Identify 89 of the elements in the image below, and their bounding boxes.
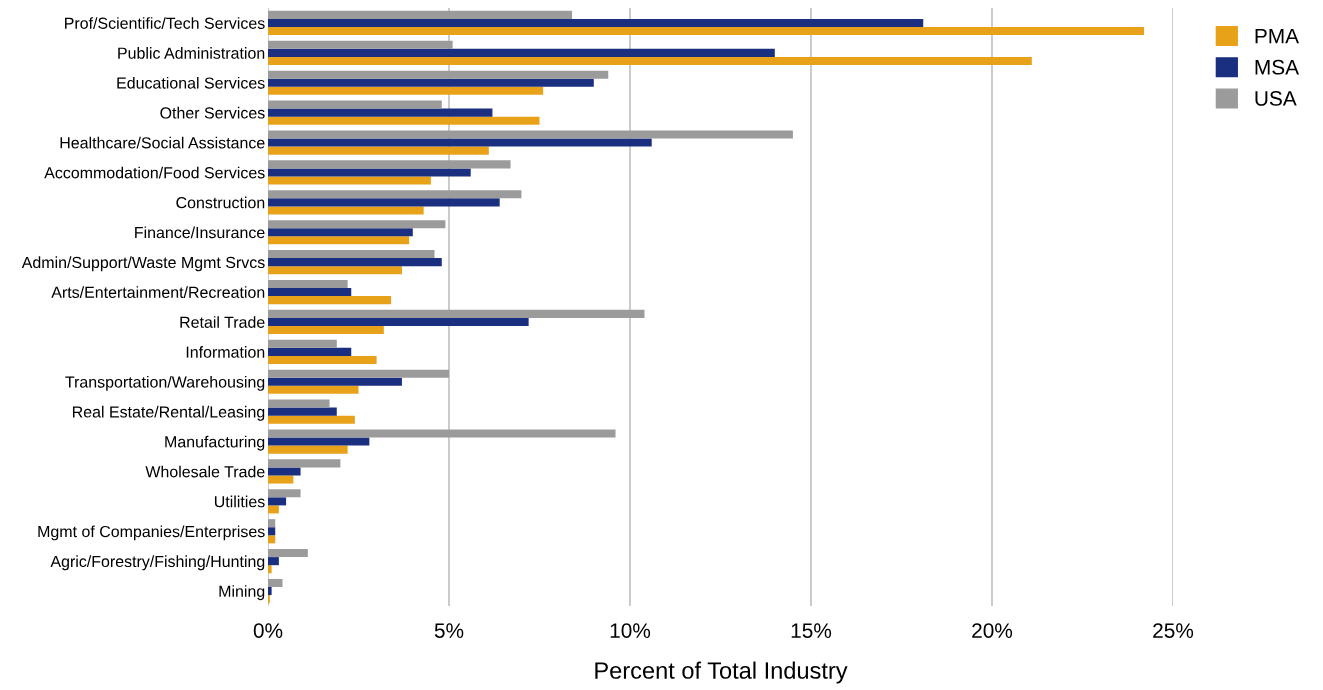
bar xyxy=(268,18,924,27)
x-tick-label: 5% xyxy=(434,623,464,638)
bar xyxy=(268,549,308,558)
legend-label: PMA xyxy=(1255,28,1300,44)
x-tick-label: 15% xyxy=(791,623,832,638)
bar xyxy=(268,26,1145,36)
bar xyxy=(268,40,453,49)
bar xyxy=(268,355,377,364)
x-tick-label: 10% xyxy=(610,623,651,638)
bar xyxy=(268,116,540,125)
y-tick-label: Healthcare/Social Assistance xyxy=(60,136,265,149)
x-axis-title: Percent of Total Industry xyxy=(595,661,848,684)
y-tick-label: Real Estate/Rental/Leasing xyxy=(72,405,265,421)
legend-label: MSA xyxy=(1255,59,1300,75)
bar xyxy=(268,309,645,318)
bar xyxy=(268,317,529,326)
y-tick-label: Other Services xyxy=(160,106,265,119)
bar xyxy=(268,56,1032,65)
bar xyxy=(268,100,442,109)
bar xyxy=(268,347,352,356)
bar xyxy=(268,459,341,468)
bar xyxy=(268,190,522,199)
y-tick-label: Admin/Support/Waste Mgmt Srvcs xyxy=(21,256,265,272)
y-tick-label: Mgmt of Companies/Enterprises xyxy=(38,525,265,541)
bar xyxy=(268,198,500,207)
y-tick-label: Educational Services xyxy=(117,76,265,89)
bar xyxy=(268,385,359,394)
bar xyxy=(268,70,609,79)
bar xyxy=(268,176,431,185)
bar xyxy=(268,228,413,237)
y-tick-label: Information xyxy=(186,346,265,358)
y-tick-label: Utilities xyxy=(214,495,265,508)
bar xyxy=(268,206,424,215)
bar xyxy=(268,325,384,335)
bar xyxy=(268,437,370,446)
bar xyxy=(268,279,348,289)
legend-label: USA xyxy=(1255,91,1297,106)
bar xyxy=(268,489,301,498)
bar xyxy=(268,535,276,544)
bar xyxy=(268,78,594,87)
bar xyxy=(268,429,616,438)
bar xyxy=(268,266,402,275)
bar xyxy=(268,369,449,378)
bar xyxy=(268,377,402,386)
x-tick-label: 0% xyxy=(253,623,283,638)
bar xyxy=(268,220,446,229)
x-tick-label: 20% xyxy=(972,623,1013,638)
bar xyxy=(268,339,337,348)
y-tick-label: Arts/Entertainment/Recreation xyxy=(51,286,265,298)
bar xyxy=(268,519,276,528)
bar xyxy=(268,288,352,297)
bar xyxy=(268,565,272,574)
x-tick-label: 25% xyxy=(1153,623,1194,638)
bar xyxy=(268,505,279,514)
bar xyxy=(268,10,573,19)
bar xyxy=(268,48,775,57)
bar xyxy=(268,138,652,147)
bar xyxy=(268,467,301,476)
bar xyxy=(268,578,283,588)
y-tick-label: Prof/Scientific/Tech Services xyxy=(65,17,265,29)
bar xyxy=(268,415,355,424)
bar xyxy=(268,445,348,454)
bar xyxy=(268,407,337,416)
bar xyxy=(268,296,392,305)
bar xyxy=(268,258,442,267)
bar xyxy=(268,108,493,117)
bar xyxy=(268,130,793,139)
y-tick-label: Mining xyxy=(219,585,265,601)
bar xyxy=(268,527,276,536)
y-tick-label: Transportation/Warehousing xyxy=(65,375,265,391)
bar xyxy=(268,160,511,169)
y-tick-label: Finance/Insurance xyxy=(135,226,265,239)
bar xyxy=(268,250,435,259)
bar xyxy=(268,146,489,155)
y-tick-label: Accommodation/Food Services xyxy=(44,166,265,179)
bar xyxy=(268,475,294,484)
bar xyxy=(268,236,410,245)
bar xyxy=(268,497,287,506)
y-tick-label: Wholesale Trade xyxy=(145,465,265,478)
bar xyxy=(268,557,279,566)
y-tick-label: Public Administration xyxy=(118,47,265,59)
bar xyxy=(268,168,471,177)
y-tick-label: Construction xyxy=(176,196,265,209)
bar xyxy=(268,399,330,408)
y-tick-label: Retail Trade xyxy=(180,316,265,328)
bar xyxy=(268,86,544,95)
y-tick-label: Agric/Forestry/Fishing/Hunting xyxy=(50,555,265,571)
bar xyxy=(268,587,272,596)
y-tick-label: Manufacturing xyxy=(165,435,265,451)
